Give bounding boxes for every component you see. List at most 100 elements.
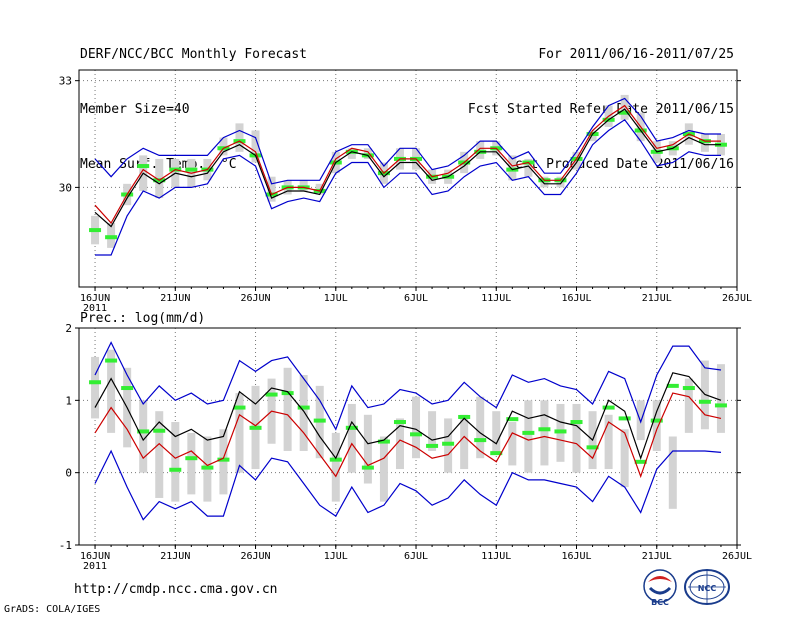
prec-ytick-label: -1: [59, 539, 72, 552]
prec-median-mark: [442, 441, 455, 446]
temp-ytick-label: 30: [59, 181, 72, 194]
prec-box: [139, 400, 148, 473]
prec-median-mark: [153, 428, 166, 433]
ncc-logo: NCC: [684, 569, 730, 605]
prec-median-mark: [297, 405, 310, 410]
prec-box: [363, 414, 372, 484]
prec-box: [235, 393, 244, 473]
prec-xtick-label: 11JUL: [481, 551, 511, 562]
prec-box: [620, 429, 629, 488]
temp-median-mark: [89, 228, 102, 233]
prec-median-mark: [506, 417, 519, 422]
prec-median-mark: [265, 392, 278, 397]
prec-median-mark: [121, 386, 134, 391]
prec-box: [155, 411, 164, 498]
prec-median-mark: [185, 456, 198, 461]
prec-box: [428, 411, 437, 451]
prec-median-mark: [554, 429, 567, 434]
prec-median-mark: [490, 451, 503, 456]
temp-control-line: [94, 104, 721, 225]
temp-xtick-label: 16JUN: [80, 293, 110, 304]
bcc-logo: BCC: [643, 569, 677, 607]
prec-median-mark: [714, 403, 727, 408]
prec-box: [476, 396, 485, 459]
prec-box: [379, 436, 388, 502]
temp-median-mark: [618, 110, 631, 115]
prec-median-mark: [169, 467, 182, 472]
prec-box: [107, 349, 116, 433]
prec-median-mark: [682, 386, 695, 391]
prec-median-mark: [217, 457, 230, 462]
temp-panel: 30 33 16JUN 21JUN 26JUN 1JUL 6JUL 11JUL 16JUL 21J…: [59, 69, 752, 314]
prec-ensemble-mean-line: [94, 372, 722, 461]
prec-median-mark: [201, 465, 214, 470]
temp-ytick-label: 33: [59, 75, 72, 88]
prec-median-mark: [698, 399, 711, 404]
prec-xtick-label: 26JUN: [240, 551, 270, 562]
prec-median-mark: [522, 430, 535, 435]
prec-box: [347, 403, 356, 473]
prec-lower-envelope-line: [94, 449, 722, 521]
prec-upper-envelope-line: [94, 341, 722, 431]
prec-box: [187, 432, 196, 495]
temp-year-label: 2011: [83, 303, 107, 314]
prec-median-mark: [570, 420, 583, 425]
temp-box: [235, 123, 244, 152]
prec-box: [91, 356, 100, 419]
prec-box: [684, 378, 693, 433]
temp-xtick-label: 21JUL: [642, 293, 672, 304]
prec-box: [395, 418, 404, 470]
prec-median-mark: [137, 429, 150, 434]
temp-frame: [78, 69, 738, 288]
forecast-title: DERF/NCC/BCC Monthly Forecast: [80, 47, 307, 62]
prec-control-line: [94, 392, 722, 479]
prec-xtick-label: 6JUL: [404, 551, 428, 562]
prec-box: [412, 396, 421, 459]
prec-ytick-label: 0: [65, 467, 72, 480]
prec-median-mark: [313, 418, 326, 423]
prec-median-mark: [377, 439, 390, 444]
temp-median-mark: [105, 235, 118, 240]
prec-median-mark: [410, 432, 423, 437]
temp-median-mark: [185, 167, 198, 172]
prec-median-mark: [538, 427, 551, 432]
temp-xtick-label: 21JUN: [160, 293, 190, 304]
prec-median-mark: [249, 425, 262, 430]
temp-xtick-label: 16JUL: [561, 293, 591, 304]
prec-median-mark: [474, 438, 487, 443]
prec-box: [219, 429, 228, 495]
prec-box: [508, 422, 517, 466]
prec-box: [716, 364, 725, 433]
precip-title: Prec.: log(mm/d): [80, 311, 205, 326]
prec-median-mark: [329, 457, 342, 462]
prec-median-mark: [393, 420, 406, 425]
prec-box: [668, 436, 677, 509]
prec-median-mark: [618, 416, 631, 421]
prec-median-mark: [602, 405, 615, 410]
prec-ytick-label: 1: [65, 394, 72, 407]
bcc-logo-text: BCC: [651, 598, 669, 607]
prec-xtick-label: 26JUL: [722, 551, 752, 562]
temp-xtick-label: 6JUL: [404, 293, 428, 304]
prec-xtick-label: 16JUL: [561, 551, 591, 562]
source-url[interactable]: http://cmdp.ncc.cma.gov.cn: [74, 582, 278, 597]
member-size: Member Size=40: [80, 102, 190, 117]
prec-panel: -1 0 1 2 16JUN 21JUN 26JUN 1JUL 6JUL 11JUL 16JUL 21…: [59, 322, 752, 572]
temp-xtick-label: 11JUL: [481, 293, 511, 304]
temp-xtick-label: 26JUN: [240, 293, 270, 304]
temp-xtick-label: 1JUL: [324, 293, 348, 304]
prec-box: [299, 375, 308, 451]
temp-upper-envelope-line: [94, 97, 721, 185]
prec-median-mark: [345, 425, 358, 430]
prec-median-mark: [361, 465, 374, 470]
prec-median-mark: [634, 459, 647, 464]
temp-box: [620, 94, 629, 120]
prec-box: [572, 403, 581, 473]
prec-xtick-label: 21JUL: [642, 551, 672, 562]
temp-lower-envelope-line: [95, 118, 721, 256]
prec-box: [331, 432, 340, 502]
prec-frame: [78, 327, 738, 546]
temp-box: [251, 130, 260, 163]
prec-median-mark: [458, 414, 471, 419]
